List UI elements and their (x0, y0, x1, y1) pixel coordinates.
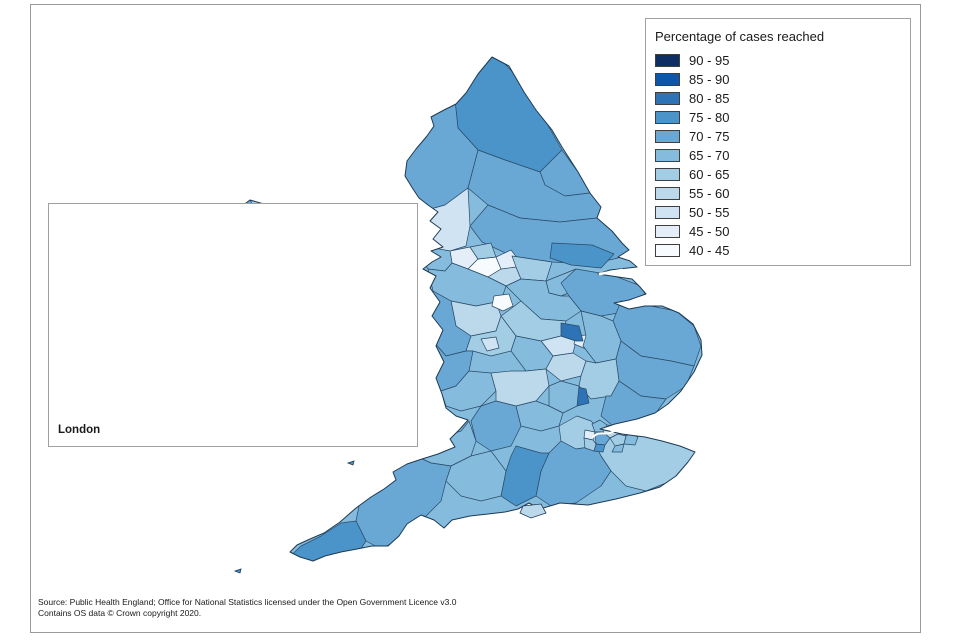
source-attribution: Source: Public Health England; Office fo… (38, 597, 456, 619)
source-line-2: Contains OS data © Crown copyright 2020. (38, 608, 202, 618)
map-region (515, 400, 564, 432)
map-region (445, 450, 507, 502)
legend-label: 45 - 50 (689, 224, 730, 239)
legend-label: 65 - 70 (689, 148, 730, 163)
map-region (470, 400, 522, 452)
map-region (290, 520, 367, 561)
map-region (560, 322, 584, 342)
map-region (594, 431, 611, 446)
legend-row: 85 - 90 (655, 70, 910, 89)
map-region (480, 336, 500, 352)
london-inset-label: London (58, 424, 101, 436)
legend-label: 70 - 75 (689, 129, 730, 144)
legend-row: 90 - 95 (655, 51, 910, 70)
legend-row: 50 - 55 (655, 203, 910, 222)
legend-swatch (655, 187, 680, 200)
legend-row: 55 - 60 (655, 184, 910, 203)
england-coastline (289, 56, 703, 562)
island-region (346, 460, 355, 466)
legend-row: 60 - 65 (655, 165, 910, 184)
legend-row: 75 - 80 (655, 108, 910, 127)
legend-swatch (655, 73, 680, 86)
legend-swatch (655, 130, 680, 143)
humber-estuary (598, 268, 640, 276)
legend-label: 50 - 55 (689, 205, 730, 220)
legend-label: 60 - 65 (689, 167, 730, 182)
legend-swatch (655, 206, 680, 219)
legend-row: 40 - 45 (655, 241, 910, 260)
legend-swatch (655, 244, 680, 257)
thames-river-main (592, 429, 650, 438)
map-region (549, 242, 615, 269)
legend-row: 70 - 75 (655, 127, 910, 146)
legend-swatch (655, 54, 680, 67)
map-legend: Percentage of cases reached 90 - 95 85 - … (645, 18, 911, 266)
map-region (491, 293, 514, 312)
map-region (611, 443, 625, 453)
legend-label: 90 - 95 (689, 53, 730, 68)
legend-swatch (655, 111, 680, 124)
legend-swatch (655, 225, 680, 238)
map-region (583, 437, 597, 452)
legend-label: 40 - 45 (689, 243, 730, 258)
legend-swatch (655, 92, 680, 105)
legend-label: 85 - 90 (689, 72, 730, 87)
small-islands (233, 460, 547, 574)
legend-label: 75 - 80 (689, 110, 730, 125)
legend-row: 80 - 85 (655, 89, 910, 108)
legend-swatch (655, 168, 680, 181)
legend-label: 80 - 85 (689, 91, 730, 106)
island-region (233, 568, 242, 574)
island-region (519, 503, 547, 519)
legend-swatch (655, 149, 680, 162)
map-region (500, 445, 550, 507)
map-region (355, 455, 452, 550)
legend-row: 45 - 50 (655, 222, 910, 241)
source-line-1: Source: Public Health England; Office fo… (38, 597, 457, 607)
london-inset-box (48, 203, 418, 447)
legend-label: 55 - 60 (689, 186, 730, 201)
legend-title: Percentage of cases reached (655, 29, 825, 44)
map-region (490, 368, 550, 407)
legend-items: 90 - 95 85 - 90 80 - 85 75 - 80 70 - 75 65 - … (655, 51, 910, 260)
legend-row: 65 - 70 (655, 146, 910, 165)
